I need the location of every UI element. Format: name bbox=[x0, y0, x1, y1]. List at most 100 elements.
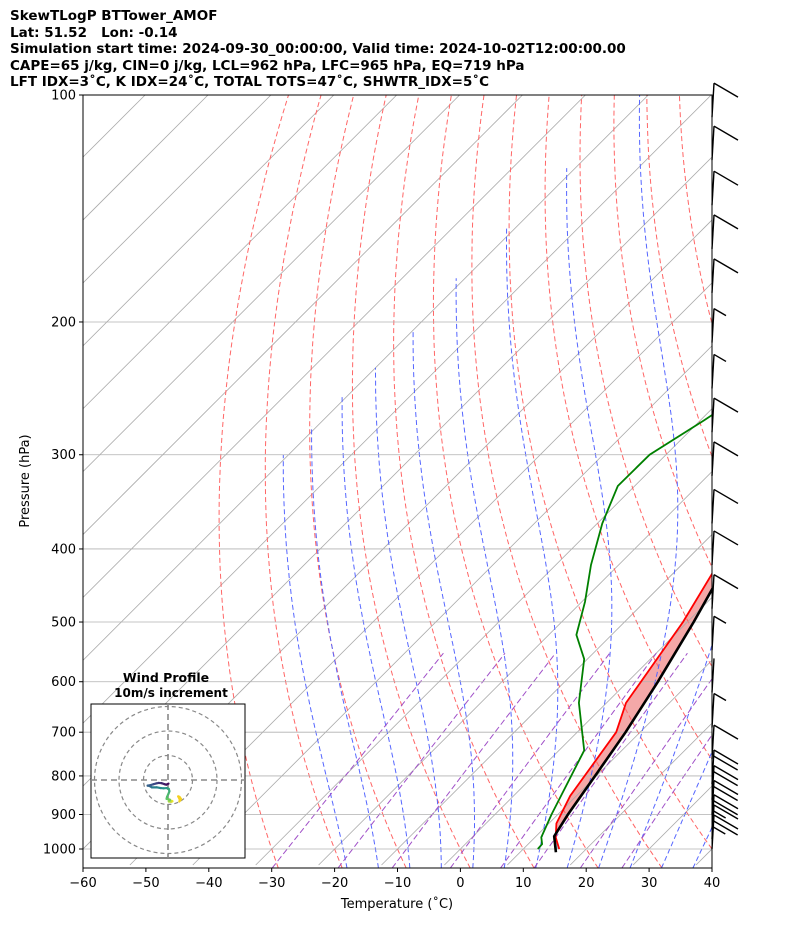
indices-line: LFT IDX=3˚C, K IDX=24˚C, TOTAL TOTS=47˚C… bbox=[10, 74, 490, 90]
isotherm-line bbox=[83, 95, 523, 536]
moist-adiabat-line bbox=[455, 278, 514, 868]
moist-adiabat-line bbox=[375, 367, 442, 868]
y-tick-label: 300 bbox=[51, 448, 76, 463]
x-tick-label: −50 bbox=[132, 876, 159, 891]
x-tick-label: −40 bbox=[195, 876, 222, 891]
wind-barb bbox=[711, 82, 739, 118]
x-tick-label: 40 bbox=[704, 876, 721, 891]
y-tick-label: 500 bbox=[51, 616, 76, 631]
y-tick-label: 800 bbox=[51, 769, 76, 784]
dry-adiabat-line bbox=[775, 78, 794, 868]
dewpoint-line bbox=[537, 413, 712, 850]
dry-adiabat-line bbox=[432, 95, 599, 868]
wind-barb bbox=[711, 125, 739, 161]
isotherm-line bbox=[129, 282, 712, 866]
mixing-ratio-line bbox=[449, 652, 611, 868]
chart-header: SkewTLogP BTTower_AMOF Lat: 51.52 Lon: -… bbox=[10, 8, 626, 91]
dry-adiabat-line bbox=[508, 95, 712, 850]
wind-barb bbox=[711, 170, 739, 206]
isotherm-line bbox=[444, 596, 712, 866]
y-tick-label: 200 bbox=[51, 315, 76, 330]
x-tick-label: −30 bbox=[258, 876, 285, 891]
wind-barb bbox=[711, 258, 739, 293]
moist-adiabat-line bbox=[282, 454, 348, 868]
x-tick-label: 0 bbox=[456, 876, 464, 891]
wind-barb bbox=[711, 692, 727, 728]
isotherm-line bbox=[632, 785, 712, 866]
dry-adiabat-line bbox=[743, 78, 794, 868]
wind-barb bbox=[711, 814, 739, 850]
dry-adiabat-line bbox=[646, 95, 712, 458]
isotherm-line bbox=[507, 659, 712, 866]
isotherm-line bbox=[83, 95, 460, 473]
isotherm-line bbox=[255, 408, 712, 866]
y-tick-label: 900 bbox=[51, 808, 76, 823]
hodograph-subtitle: 10m/s increment bbox=[114, 686, 228, 700]
isotherm-line bbox=[318, 471, 712, 866]
hodograph-title: Wind Profile bbox=[123, 670, 209, 685]
moist-adiabat-line bbox=[412, 330, 475, 868]
x-tick-label: −10 bbox=[384, 876, 411, 891]
wind-barb bbox=[711, 530, 739, 565]
isotherm-line bbox=[83, 95, 649, 661]
wind-barb bbox=[711, 574, 739, 609]
dry-adiabat-line bbox=[678, 95, 712, 326]
y-tick-label: 1000 bbox=[43, 843, 76, 858]
wind-barb bbox=[711, 397, 739, 433]
isotherm-line bbox=[83, 95, 335, 347]
dry-adiabat-line bbox=[393, 95, 535, 868]
mixing-ratio-line bbox=[621, 734, 712, 868]
isotherm-line bbox=[83, 95, 712, 724]
hodograph-segment bbox=[165, 782, 170, 786]
wind-barb bbox=[711, 794, 739, 829]
moist-adiabat-line bbox=[566, 168, 613, 868]
mixing-ratio-line bbox=[533, 652, 688, 868]
chart-title: SkewTLogP BTTower_AMOF bbox=[10, 8, 218, 24]
x-tick-label: 30 bbox=[641, 876, 658, 891]
times-line: Simulation start time: 2024-09-30_00:00:… bbox=[10, 41, 626, 57]
x-axis-label: Temperature (˚C) bbox=[340, 896, 453, 912]
mixing-ratio-line bbox=[271, 652, 444, 868]
mixing-ratio-line bbox=[337, 652, 506, 868]
isotherm-line bbox=[381, 533, 712, 866]
isotherm-line bbox=[569, 722, 712, 866]
moist-adiabat-line bbox=[661, 750, 712, 868]
temperature-line bbox=[554, 572, 712, 850]
wind-barb bbox=[711, 441, 739, 476]
wind-barb bbox=[711, 658, 715, 693]
moist-adiabat-line bbox=[629, 643, 712, 868]
wind-barb bbox=[711, 765, 739, 800]
mixing-ratio-line bbox=[579, 677, 712, 868]
moist-adiabat-line bbox=[506, 227, 559, 868]
y-tick-label: 700 bbox=[51, 726, 76, 741]
parcel-profile-line bbox=[552, 586, 712, 853]
wind-barb bbox=[711, 488, 739, 524]
isotherm-line bbox=[83, 95, 397, 410]
moist-adiabat-line bbox=[341, 395, 411, 868]
wind-barb bbox=[711, 307, 727, 343]
dry-adiabat-line bbox=[711, 95, 712, 103]
dry-adiabat-line bbox=[471, 95, 663, 868]
dry-adiabat-line bbox=[309, 95, 407, 868]
dry-adiabat-line bbox=[351, 95, 471, 868]
y-axis-label: Pressure (hPa) bbox=[18, 434, 33, 527]
hodograph-segment bbox=[178, 797, 182, 802]
dry-adiabat-line bbox=[264, 95, 343, 868]
wind-barb bbox=[711, 615, 727, 651]
cape-area bbox=[556, 573, 712, 831]
wind-barb bbox=[711, 214, 739, 249]
y-tick-label: 100 bbox=[51, 89, 76, 104]
location-line: Lat: 51.52 Lon: -0.14 bbox=[10, 24, 178, 41]
isotherm-line bbox=[695, 848, 712, 866]
wind-barb bbox=[711, 749, 739, 785]
dry-adiabat-line bbox=[613, 95, 712, 569]
wind-barb bbox=[711, 779, 739, 815]
dry-adiabat-line bbox=[579, 95, 712, 668]
x-tick-label: 20 bbox=[578, 876, 595, 891]
x-tick-label: −60 bbox=[69, 876, 96, 891]
cape-line: CAPE=65 j/kg, CIN=0 j/kg, LCL=962 hPa, L… bbox=[10, 57, 525, 74]
isotherm-line bbox=[83, 95, 272, 284]
isotherm-line bbox=[192, 345, 712, 866]
wind-barb bbox=[711, 724, 739, 760]
